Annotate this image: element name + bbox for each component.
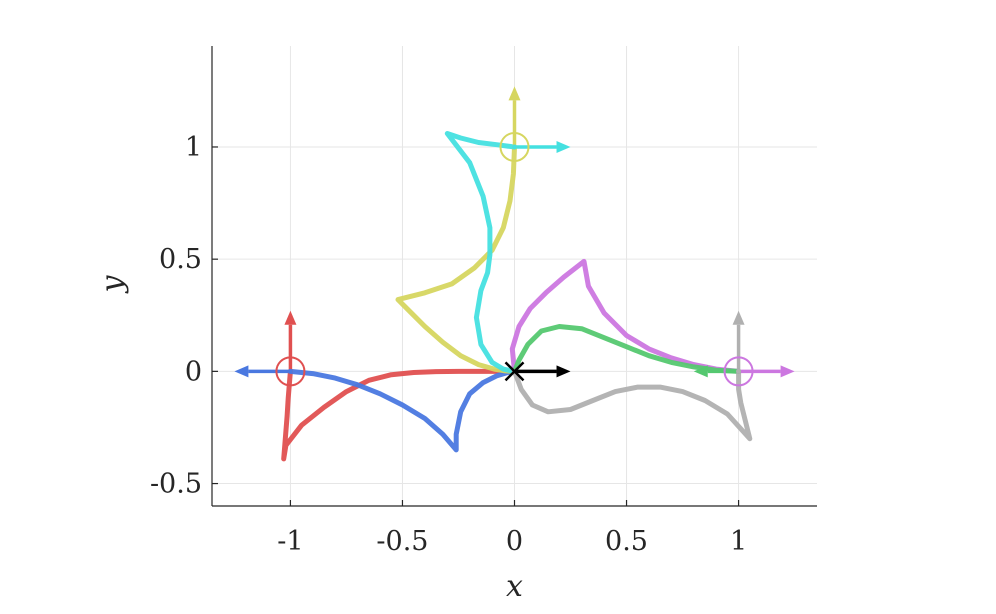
trajectory-yellow xyxy=(395,144,517,374)
trajectory-gray xyxy=(512,368,753,442)
start-dot-gray xyxy=(736,368,742,374)
marker-group xyxy=(234,86,795,387)
trajectory-blue xyxy=(287,368,517,453)
trajectory-green xyxy=(512,324,742,374)
axes xyxy=(211,46,817,507)
series-group xyxy=(281,131,753,462)
start-circle-red xyxy=(275,356,306,387)
x-tick-label: -0.5 xyxy=(376,526,428,557)
target-cross-b xyxy=(504,361,525,382)
start-dot-blue xyxy=(287,368,293,374)
start-dot-cyan xyxy=(512,144,517,150)
heading-arrow-yellow-head xyxy=(508,86,521,101)
y-tick-label: 0 xyxy=(185,356,202,387)
start-circle-magenta xyxy=(723,356,754,387)
heading-arrow-magenta-head xyxy=(780,365,795,378)
heading-arrow-green-head xyxy=(693,365,708,378)
trajectory-cyan xyxy=(444,131,517,374)
y-tick-label: 0.5 xyxy=(159,244,202,275)
target-arrow-head xyxy=(556,365,571,378)
x-axis-label: x xyxy=(506,569,523,604)
heading-arrow-red-head xyxy=(284,310,297,325)
x-tick-label: 1 xyxy=(730,526,747,557)
heading-arrow-blue-head xyxy=(234,365,249,378)
start-circle-yellow xyxy=(499,131,530,162)
tick-labels: -1 -0.5 0 0.5 1 -0.5 0 0.5 1 xyxy=(150,132,747,557)
x-tick-label: 0.5 xyxy=(605,526,648,557)
heading-arrow-gray-head xyxy=(732,310,745,325)
x-tick-label: 0 xyxy=(506,526,523,557)
y-tick-label: -0.5 xyxy=(150,469,202,500)
trajectory-magenta xyxy=(509,258,742,374)
heading-arrow-cyan-head xyxy=(556,140,571,153)
x-tick-label: -1 xyxy=(277,526,303,557)
y-tick-label: 1 xyxy=(185,132,202,163)
y-axis-label: y xyxy=(95,274,130,294)
trajectory-red xyxy=(281,368,517,462)
